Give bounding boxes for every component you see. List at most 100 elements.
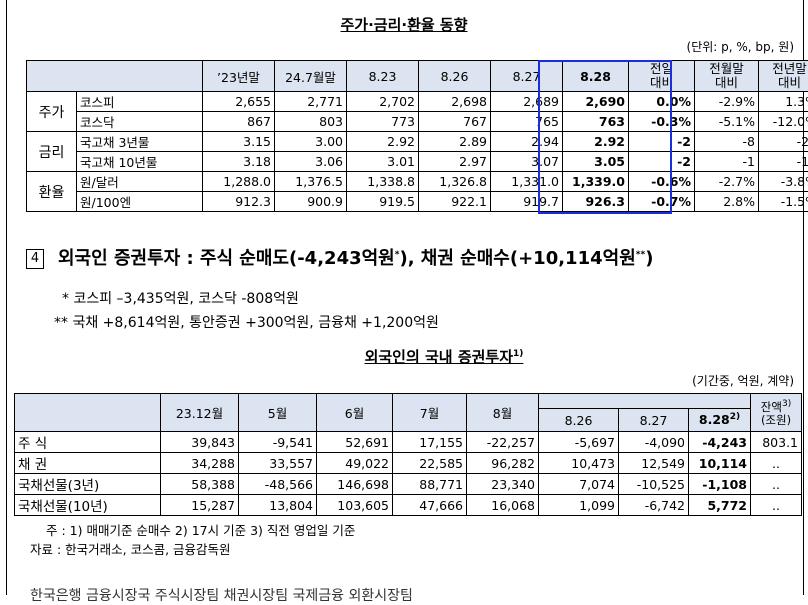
row-label: 코스닥 [77, 112, 203, 132]
cell-value: 1,326.8 [419, 172, 491, 192]
cell-value: 803 [275, 112, 347, 132]
row-label: 채 권 [15, 453, 161, 474]
cell-value: 34,288 [161, 453, 239, 474]
cell-value: 10,473 [539, 453, 619, 474]
cell-value: -12.0% [759, 112, 808, 132]
cell-value: 96,282 [467, 453, 539, 474]
cell-value: -4,090 [619, 432, 689, 453]
cell-value: 1,288.0 [203, 172, 275, 192]
cell-value: .. [751, 453, 802, 474]
cell-value: 10,114 [689, 453, 751, 474]
cell-value: 767 [419, 112, 491, 132]
cell-value: 49,022 [317, 453, 393, 474]
t2-balance-header: 잔액3)(조원) [751, 394, 802, 432]
cell-value: 3.06 [275, 152, 347, 172]
sec4-part-c: ) [645, 248, 653, 269]
header-blank [15, 394, 161, 432]
cell-value: -8 [695, 132, 759, 152]
header-blank [27, 61, 203, 92]
cell-value: -5,697 [539, 432, 619, 453]
cell-value: 2,771 [275, 92, 347, 112]
footnote-source: 자료 : 한국거래소, 코스콤, 금융감독원 [30, 539, 231, 558]
cell-value: -1.5% [759, 192, 808, 212]
t2-day-header: 8.282) [689, 409, 751, 432]
cell-value: -1 [695, 152, 759, 172]
cell-value: 33,557 [239, 453, 317, 474]
t1-col-header: ’23년말 [203, 61, 275, 92]
cell-value: 103,605 [317, 495, 393, 516]
cell-value: 16,068 [467, 495, 539, 516]
cell-value: 2.8% [695, 192, 759, 212]
cell-value: -22,257 [467, 432, 539, 453]
cell-value: 17,155 [393, 432, 467, 453]
table2-title-text: 외국인의 국내 증권투자 [365, 348, 513, 366]
row-label: 국채선물(3년) [15, 474, 161, 495]
row-category: 주가 [27, 92, 77, 132]
balance-sup: 3) [782, 399, 791, 409]
cell-value: 3.15 [203, 132, 275, 152]
cell-value: 1,338.8 [347, 172, 419, 192]
cell-value: 1,376.5 [275, 172, 347, 192]
cell-value: 47,666 [393, 495, 467, 516]
cell-value: 39,843 [161, 432, 239, 453]
cell-value: 2,655 [203, 92, 275, 112]
cell-value: -10,525 [619, 474, 689, 495]
cell-value: 2.97 [419, 152, 491, 172]
cell-value: 2.92 [347, 132, 419, 152]
cell-value: -9,541 [239, 432, 317, 453]
highlight-box [538, 60, 672, 214]
t2-col-header: 8월 [467, 394, 539, 432]
cell-value: 2,702 [347, 92, 419, 112]
row-label: 주 식 [15, 432, 161, 453]
sec4-sup-b: ** [636, 250, 645, 260]
cell-value: -5.1% [695, 112, 759, 132]
cell-value: 146,698 [317, 474, 393, 495]
cell-value: -4,243 [689, 432, 751, 453]
t2-daily-group [539, 394, 751, 409]
cell-value: 3.01 [347, 152, 419, 172]
cell-value: 12,549 [619, 453, 689, 474]
footnote-1: 주 : 1) 매매기준 순매수 2) 17시 기준 3) 직전 영업일 기준 [46, 520, 355, 539]
t2-col-header: 7월 [393, 394, 467, 432]
cell-value: -2.9% [695, 92, 759, 112]
t1-col-header: 24.7월말 [275, 61, 347, 92]
cell-value: 15,287 [161, 495, 239, 516]
cell-value: 1,099 [539, 495, 619, 516]
table1-title: 주가·금리·환율 동향 [0, 14, 808, 35]
t2-col-header: 5월 [239, 394, 317, 432]
cell-value: 773 [347, 112, 419, 132]
cell-value: 7,074 [539, 474, 619, 495]
cell-value: 867 [203, 112, 275, 132]
note-2: ** 국채 +8,614억원, 통안증권 +300억원, 금융채 +1,200억… [54, 312, 439, 332]
cell-value: .. [751, 474, 802, 495]
cell-value: 58,388 [161, 474, 239, 495]
cell-value: -3.8% [759, 172, 808, 192]
row-label: 국고채 10년물 [77, 152, 203, 172]
table2-unit: (기간중, 억원, 계약) [692, 372, 794, 389]
t2-col-header: 6월 [317, 394, 393, 432]
table1-unit: (단위: p, %, bp, 원) [687, 38, 794, 55]
cell-value: 22,585 [393, 453, 467, 474]
row-category: 금리 [27, 132, 77, 172]
row-label: 원/100엔 [77, 192, 203, 212]
t2-day-header: 8.27 [619, 409, 689, 432]
t2-col-header: 23.12월 [161, 394, 239, 432]
t1-col-header: 8.26 [419, 61, 491, 92]
cell-value: -23 [759, 132, 808, 152]
bottom-cut-text: 한국은행 금융시장국 주식시장팀 채권시장팀 국제금융 외환시장팀 [30, 585, 413, 605]
t1-col-header: 8.23 [347, 61, 419, 92]
cell-value: 88,771 [393, 474, 467, 495]
row-label: 국고채 3년물 [77, 132, 203, 152]
table2-title-sup: 1) [513, 349, 523, 359]
